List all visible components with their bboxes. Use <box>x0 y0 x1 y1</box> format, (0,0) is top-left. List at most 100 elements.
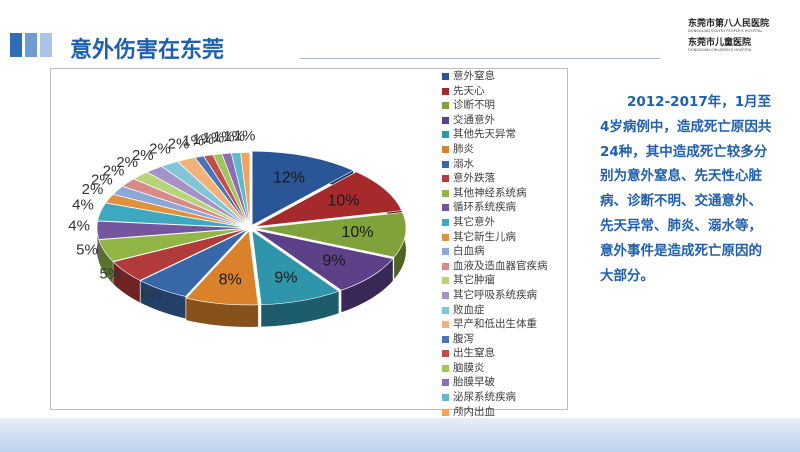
legend-label: 溺水 <box>453 157 474 170</box>
legend-swatch <box>442 233 449 241</box>
pie-slice <box>251 230 340 305</box>
legend-item: 血液及造血器官疾病 <box>442 260 568 275</box>
pie-slice-side <box>98 239 113 284</box>
legend-swatch <box>442 73 449 80</box>
pie-data-label: 2% <box>103 162 125 179</box>
legend-label: 血液及造血器官疾病 <box>453 259 548 272</box>
pie-data-label: 5% <box>76 242 98 259</box>
legend-label: 循环系统疾病 <box>453 201 516 214</box>
title-divider <box>300 58 660 59</box>
pie-data-label: 9% <box>323 252 346 269</box>
pie-slice-side <box>140 280 186 319</box>
pie-data-label: 5% <box>100 266 122 283</box>
legend-item: 败血症 <box>442 304 568 319</box>
logo-line2-cn: 东莞市儿童医院 <box>688 38 752 48</box>
pie-slice <box>255 212 407 258</box>
pie-data-label: 1% <box>223 128 245 145</box>
legend-swatch <box>442 335 449 343</box>
legend-item: 溺水 <box>442 158 568 173</box>
chart-legend: 意外窒息先天心诊断不明 交通意外其他先天异常 肺炎 溺水意外跌落 其他神经系统病 循环系统… <box>442 70 568 420</box>
summary-text: 2012-2017年，1月至4岁病例中，造成死亡原因共24种，其中造成死亡较多分… <box>600 94 772 284</box>
title-accent-icon <box>10 30 58 60</box>
legend-label: 其它意外 <box>453 215 495 228</box>
legend-swatch <box>442 116 449 124</box>
pie-data-label: 12% <box>273 169 305 186</box>
legend-item: 其它肿瘤 <box>442 274 568 289</box>
legend-label: 脑膜炎 <box>453 361 485 374</box>
pie-labels: 12%10%10%9%9%8%6%5%5%4%4%2%2%2%2%2%2%2%1… <box>68 128 373 304</box>
pie-data-label: 2% <box>132 147 154 164</box>
legend-swatch <box>442 131 449 139</box>
pie-slice <box>185 230 259 306</box>
pie-slice <box>97 202 248 228</box>
legend-swatch <box>442 306 449 314</box>
pie-chart: 12%10%10%9%9%8%6%5%5%4%4%2%2%2%2%2%2%2%1… <box>68 128 407 327</box>
legend-item: 腹泻 <box>442 333 568 348</box>
legend-label: 胎膜早破 <box>453 376 495 389</box>
pie-data-label: 1% <box>192 131 214 148</box>
legend-item: 其他先天异常 <box>442 128 568 143</box>
legend-swatch <box>442 218 449 226</box>
legend-swatch <box>442 204 449 212</box>
pie-slice-side <box>341 258 393 313</box>
legend-swatch <box>442 102 449 110</box>
legend-swatch <box>442 277 449 285</box>
pie-data-label: 4% <box>72 196 94 213</box>
legend-label: 败血症 <box>453 303 485 316</box>
legend-item: 先天心 <box>442 85 568 100</box>
legend-label: 白血病 <box>453 245 485 258</box>
legend-label: 泌尿系统疾病 <box>453 391 516 404</box>
legend-swatch <box>442 262 449 270</box>
legend-label: 其他神经系统病 <box>453 186 527 199</box>
legend-label: 先天心 <box>453 84 485 97</box>
pie-data-label: 2% <box>116 154 138 171</box>
logo-line2-en: DONGGUAN CHILDREN'S HOSPITAL <box>688 48 753 52</box>
pie-data-label: 10% <box>341 224 373 241</box>
legend-label: 交通意外 <box>453 113 495 126</box>
legend-label: 其它肿瘤 <box>453 274 495 287</box>
pie-slice-side <box>113 261 140 303</box>
pie-data-label: 8% <box>219 271 242 288</box>
legend-swatch <box>442 321 449 329</box>
pie-slice <box>112 228 248 281</box>
legend-item: 意外跌落 <box>442 172 568 187</box>
legend-swatch <box>442 394 449 402</box>
pie-data-label: 9% <box>274 269 297 286</box>
pie-data-label: 2% <box>149 141 171 158</box>
pie-data-label: 2% <box>91 171 113 188</box>
legend-item: 诊断不明 <box>442 99 568 114</box>
legend-label: 其它呼吸系统疾病 <box>453 288 537 301</box>
pie-top-group <box>96 150 407 306</box>
page-title: 意外伤害在东莞 <box>70 38 225 63</box>
legend-label: 出生窒息 <box>453 347 495 360</box>
pie-data-label: 2% <box>168 136 190 153</box>
legend-item: 循环系统疾病 <box>442 201 568 216</box>
legend-label: 意外窒息 <box>453 70 495 82</box>
legend-label: 早产和低出生体重 <box>453 318 537 331</box>
legend-item: 早产和低出生体重 <box>442 318 568 333</box>
bottom-band <box>0 418 800 452</box>
pie-data-label: 1% <box>213 129 235 146</box>
pie-slice <box>139 228 249 297</box>
pie-slice <box>255 171 403 227</box>
logo-line1-en: DONGGUAN EIGHTH PEOPLE'S HOSPITAL <box>688 29 763 33</box>
legend-label: 其它新生儿病 <box>453 230 516 243</box>
pie-data-label: 1% <box>182 133 204 150</box>
legend-label: 意外跌落 <box>453 172 495 185</box>
legend-item: 出生窒息 <box>442 347 568 362</box>
legend-item: 其它呼吸系统疾病 <box>442 289 568 304</box>
legend-swatch <box>442 145 449 153</box>
pie-data-label: 6% <box>140 286 162 303</box>
hospital-logo: 东莞市第八人民医院 DONGGUAN EIGHTH PEOPLE'S HOSPI… <box>688 16 796 60</box>
pie-data-label: 10% <box>327 192 359 209</box>
legend-item: 脑膜炎 <box>442 362 568 377</box>
legend-item: 肺炎 <box>442 143 568 158</box>
pie-slice-side <box>261 291 339 327</box>
legend-swatch <box>442 408 449 416</box>
legend-label: 腹泻 <box>453 332 474 345</box>
legend-item: 其它新生儿病 <box>442 231 568 246</box>
legend-item: 泌尿系统疾病 <box>442 391 568 406</box>
legend-label: 颅内出血 <box>453 405 495 418</box>
legend-item: 胎膜早破 <box>442 376 568 391</box>
legend-swatch <box>442 87 449 95</box>
